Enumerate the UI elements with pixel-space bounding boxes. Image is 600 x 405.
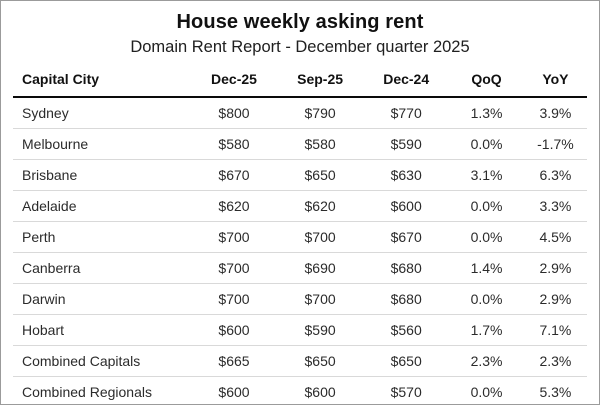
table-row-adelaide: Adelaide $620 $620 $600 0.0% 3.3% [13, 190, 587, 222]
table-row-darwin: Darwin $700 $700 $680 0.0% 2.9% [13, 283, 587, 315]
column-header-qoq: QoQ [449, 66, 524, 98]
value-cell-sep-25: $600 [277, 376, 364, 404]
value-cell-qoq: 0.0% [449, 376, 524, 404]
value-cell-dec-24: $650 [363, 345, 450, 377]
page-title: House weekly asking rent [176, 11, 424, 33]
value-cell-qoq: 1.7% [449, 314, 524, 346]
value-cell-sep-25: $650 [277, 345, 364, 377]
value-cell-dec-25: $620 [190, 190, 278, 222]
value-cell-dec-24: $630 [363, 159, 450, 191]
value-cell-dec-24: $600 [363, 190, 450, 222]
value-cell-qoq: 0.0% [449, 128, 524, 160]
value-cell-qoq: 2.3% [449, 345, 524, 377]
value-cell-dec-25: $665 [190, 345, 278, 377]
value-cell-qoq: 0.0% [449, 283, 524, 315]
column-header-sep-25: Sep-25 [277, 66, 364, 98]
value-cell-qoq: 1.4% [449, 252, 524, 284]
city-cell: Adelaide [13, 190, 191, 222]
value-cell-yoy: 2.3% [523, 345, 587, 377]
value-cell-dec-25: $700 [190, 252, 278, 284]
table-row-sydney: Sydney $800 $790 $770 1.3% 3.9% [13, 97, 587, 129]
value-cell-yoy: 4.5% [523, 221, 587, 253]
value-cell-qoq: 3.1% [449, 159, 524, 191]
city-cell: Brisbane [13, 159, 191, 191]
table-row-perth: Perth $700 $700 $670 0.0% 4.5% [13, 221, 587, 253]
value-cell-sep-25: $650 [277, 159, 364, 191]
value-cell-yoy: 6.3% [523, 159, 587, 191]
column-header-capital-city: Capital City [13, 66, 191, 98]
city-cell: Darwin [13, 283, 191, 315]
city-cell: Canberra [13, 252, 191, 284]
column-header-dec-24: Dec-24 [363, 66, 450, 98]
column-header-dec-25: Dec-25 [190, 66, 278, 98]
value-cell-dec-25: $700 [190, 283, 278, 315]
table-row-canberra: Canberra $700 $690 $680 1.4% 2.9% [13, 252, 587, 284]
value-cell-yoy: 3.9% [523, 97, 587, 129]
city-cell: Perth [13, 221, 191, 253]
value-cell-yoy: 3.3% [523, 190, 587, 222]
city-cell: Hobart [13, 314, 191, 346]
value-cell-dec-24: $680 [363, 283, 450, 315]
value-cell-sep-25: $700 [277, 221, 364, 253]
city-cell: Sydney [13, 97, 191, 129]
value-cell-sep-25: $620 [277, 190, 364, 222]
value-cell-qoq: 0.0% [449, 190, 524, 222]
table-row-brisbane: Brisbane $670 $650 $630 3.1% 6.3% [13, 159, 587, 191]
value-cell-dec-25: $600 [190, 376, 278, 404]
value-cell-yoy: -1.7% [523, 128, 587, 160]
value-cell-sep-25: $700 [277, 283, 364, 315]
table-row-combined-regionals: Combined Regionals $600 $600 $570 0.0% 5.3% [13, 376, 587, 404]
value-cell-dec-25: $800 [190, 97, 278, 129]
value-cell-dec-24: $770 [363, 97, 450, 129]
table-row-combined-capitals: Combined Capitals $665 $650 $650 2.3% 2.3% [13, 345, 587, 377]
city-cell: Melbourne [13, 128, 191, 160]
value-cell-yoy: 5.3% [523, 376, 587, 404]
value-cell-dec-24: $590 [363, 128, 450, 160]
column-header-yoy: YoY [523, 66, 587, 98]
table-row-melbourne: Melbourne $580 $580 $590 0.0% -1.7% [13, 128, 587, 160]
value-cell-sep-25: $790 [277, 97, 364, 129]
value-cell-dec-25: $670 [190, 159, 278, 191]
city-cell: Combined Capitals [13, 345, 191, 377]
value-cell-qoq: 1.3% [449, 97, 524, 129]
value-cell-dec-24: $670 [363, 221, 450, 253]
value-cell-yoy: 2.9% [523, 252, 587, 284]
value-cell-dec-24: $560 [363, 314, 450, 346]
value-cell-dec-25: $600 [190, 314, 278, 346]
value-cell-yoy: 7.1% [523, 314, 587, 346]
value-cell-sep-25: $580 [277, 128, 364, 160]
table-row-hobart: Hobart $600 $590 $560 1.7% 7.1% [13, 314, 587, 346]
value-cell-dec-25: $580 [190, 128, 278, 160]
value-cell-dec-24: $680 [363, 252, 450, 284]
table-header-row: Capital City Dec-25 Sep-25 Dec-24 QoQ YoY [13, 66, 587, 98]
page-subtitle: Domain Rent Report - December quarter 20… [130, 38, 470, 56]
value-cell-yoy: 2.9% [523, 283, 587, 315]
value-cell-sep-25: $590 [277, 314, 364, 346]
rent-table: Capital City Dec-25 Sep-25 Dec-24 QoQ YoY Syd… [13, 66, 587, 404]
city-cell: Combined Regionals [13, 376, 191, 404]
value-cell-dec-24: $570 [363, 376, 450, 404]
value-cell-dec-25: $700 [190, 221, 278, 253]
table-body: Sydney $800 $790 $770 1.3% 3.9% Melbourne $580 $… [13, 97, 587, 404]
value-cell-qoq: 0.0% [449, 221, 524, 253]
value-cell-sep-25: $690 [277, 252, 364, 284]
